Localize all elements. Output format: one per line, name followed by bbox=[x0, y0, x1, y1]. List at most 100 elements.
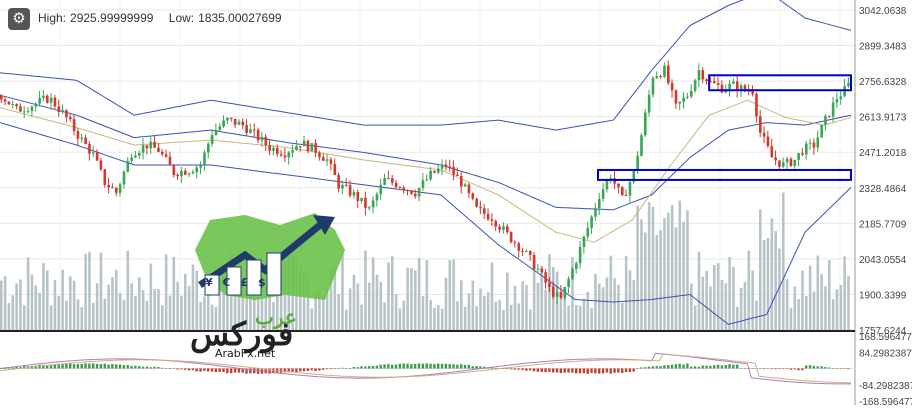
settings-gear-icon[interactable]: ⚙ bbox=[8, 8, 30, 30]
candle-body bbox=[406, 190, 409, 192]
candle-body bbox=[590, 216, 593, 228]
volume-bar bbox=[759, 209, 762, 330]
candle-body bbox=[705, 79, 708, 82]
candle-body bbox=[122, 171, 126, 185]
pound-icon: £ bbox=[240, 276, 248, 289]
candle-body bbox=[532, 254, 536, 269]
macd-histogram-bar bbox=[739, 368, 743, 369]
macd-histogram-bar bbox=[345, 368, 348, 369]
macd-histogram-bar bbox=[226, 368, 229, 374]
macd-histogram-bar bbox=[525, 368, 528, 371]
volume-bar bbox=[184, 273, 187, 330]
volume-bar bbox=[624, 256, 628, 330]
macd-histogram-bar bbox=[138, 366, 141, 369]
volume-bar bbox=[333, 265, 337, 330]
macd-histogram-bar bbox=[586, 368, 589, 374]
candle-body bbox=[337, 174, 340, 189]
volume-bar bbox=[778, 248, 781, 330]
candle-body bbox=[621, 187, 624, 196]
candle-body bbox=[245, 125, 248, 134]
logo-word-dark: فوركس bbox=[190, 315, 294, 353]
macd-histogram-bar bbox=[237, 368, 241, 373]
volume-bar bbox=[674, 227, 678, 330]
volume-bar bbox=[141, 290, 145, 330]
candle-body bbox=[222, 120, 225, 127]
candle-body bbox=[766, 136, 770, 147]
volume-bar bbox=[88, 251, 91, 330]
candle-body bbox=[509, 232, 513, 243]
moving-average-line bbox=[0, 99, 852, 243]
volume-bar bbox=[782, 192, 785, 330]
volume-bar bbox=[237, 283, 241, 330]
volume-bar bbox=[49, 305, 53, 330]
candle-body bbox=[88, 143, 91, 154]
macd-histogram-bar bbox=[705, 365, 708, 369]
candle-body bbox=[0, 95, 3, 100]
macd-histogram-bar bbox=[111, 364, 114, 369]
volume-bar bbox=[536, 282, 540, 330]
candle-body bbox=[387, 178, 390, 180]
candle-body bbox=[571, 268, 574, 279]
candle-body bbox=[755, 93, 758, 117]
macd-histogram-bar bbox=[636, 368, 639, 369]
macd-histogram-bar bbox=[210, 368, 214, 372]
macd-histogram-bar bbox=[253, 368, 256, 374]
volume-bar bbox=[697, 251, 701, 330]
macd-histogram-bar bbox=[176, 368, 179, 370]
volume-bar bbox=[693, 305, 697, 330]
candle-body bbox=[379, 184, 383, 195]
volume-bar bbox=[816, 255, 820, 330]
macd-histogram-bar bbox=[80, 363, 83, 369]
volume-bar bbox=[210, 304, 214, 330]
macd-histogram-bar bbox=[805, 365, 808, 369]
volume-bar bbox=[540, 265, 544, 330]
macd-histogram-bar bbox=[318, 368, 321, 371]
candle-body bbox=[617, 183, 620, 188]
macd-histogram-bar bbox=[180, 368, 183, 370]
macd-histogram-bar bbox=[590, 368, 593, 373]
volume-bar bbox=[613, 278, 616, 330]
macd-histogram-bar bbox=[103, 363, 106, 369]
macd-histogram-bar bbox=[387, 364, 390, 369]
volume-bar bbox=[84, 253, 87, 330]
macd-histogram-bar bbox=[410, 364, 413, 369]
candle-body bbox=[567, 278, 570, 288]
volume-bar bbox=[433, 307, 436, 330]
candle-body bbox=[605, 180, 609, 190]
candle-body bbox=[7, 101, 11, 105]
macd-histogram-bar bbox=[801, 368, 804, 371]
macd-histogram-bar bbox=[659, 366, 662, 369]
volume-bar bbox=[95, 283, 99, 330]
candle-body bbox=[421, 180, 425, 188]
candle-body bbox=[709, 81, 712, 83]
candle-body bbox=[260, 136, 264, 141]
volume-bar bbox=[130, 283, 133, 330]
candle-body bbox=[820, 124, 823, 138]
volume-bar bbox=[598, 283, 601, 330]
volume-bar bbox=[164, 254, 168, 330]
macd-histogram-bar bbox=[402, 363, 405, 369]
macd-histogram-bar bbox=[456, 364, 459, 369]
logo-word-green: عرب bbox=[255, 305, 297, 329]
candle-body bbox=[364, 197, 367, 208]
middle-band-line bbox=[0, 94, 852, 211]
volume-bar bbox=[797, 298, 800, 330]
candle-body bbox=[578, 246, 582, 264]
macd-histogram-bar bbox=[76, 364, 80, 369]
volume-bar bbox=[371, 257, 375, 330]
macd-histogram-bar bbox=[770, 368, 773, 370]
volume-bar bbox=[176, 281, 179, 330]
candle-body bbox=[84, 137, 87, 144]
candle-body bbox=[391, 178, 394, 183]
euro-icon: € bbox=[222, 276, 231, 289]
candle-body bbox=[774, 157, 777, 161]
volume-bar bbox=[651, 206, 655, 330]
candle-body bbox=[233, 118, 237, 125]
macd-histogram-bar bbox=[655, 366, 658, 369]
candle-body bbox=[272, 147, 275, 151]
macd-tick-label: -168.596477 bbox=[859, 397, 912, 405]
candle-body bbox=[728, 83, 731, 90]
macd-histogram-bar bbox=[122, 365, 126, 369]
volume-bar bbox=[636, 205, 639, 330]
candle-body bbox=[636, 155, 639, 170]
